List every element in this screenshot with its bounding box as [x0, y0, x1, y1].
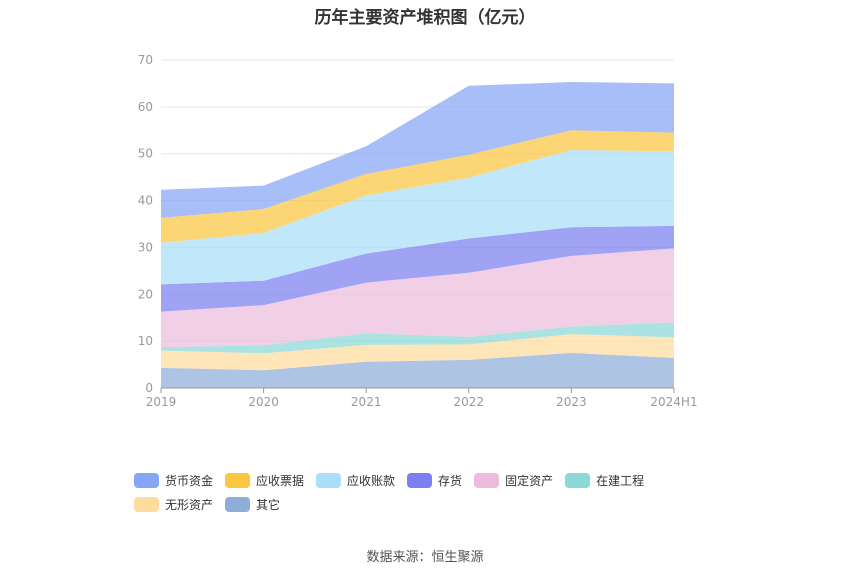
legend-item[interactable]: 存货: [407, 472, 462, 488]
x-tick-label: 2019: [146, 395, 177, 409]
legend-swatch: [134, 496, 159, 512]
y-tick-label: 60: [138, 100, 153, 114]
y-tick-label: 40: [138, 194, 153, 208]
chart-legend: 货币资金 应收票据 应收账款 存货 固定资产 在建工程无形资产 其它: [134, 472, 734, 512]
legend-swatch: [474, 472, 500, 488]
legend-swatch: [225, 496, 251, 512]
legend-label: 在建工程: [596, 473, 645, 488]
legend-label: 其它: [256, 497, 281, 512]
y-tick-label: 30: [138, 240, 153, 254]
legend-label: 应收账款: [347, 473, 396, 488]
legend-label: 应收票据: [256, 473, 305, 488]
axes: 0 10 20 30 40 50 60 70 2019 2020 2021 2022 2023 2024H…: [138, 53, 698, 409]
legend-item[interactable]: 货币资金: [134, 472, 213, 488]
legend-label: 货币资金: [165, 473, 214, 488]
legend-swatch: [407, 472, 433, 488]
legend-swatch: [565, 472, 591, 488]
legend-item[interactable]: 应收账款: [316, 472, 395, 488]
area-2: [161, 322, 674, 354]
legend-item[interactable]: 其它: [225, 496, 280, 512]
x-tick-label: 2023: [556, 395, 587, 409]
y-tick-label: 10: [138, 334, 153, 348]
area-6: [161, 130, 674, 243]
x-tick-label: 2020: [248, 395, 279, 409]
legend-label: 无形资产: [165, 497, 214, 512]
y-tick-label: 70: [138, 53, 153, 67]
legend-item[interactable]: 应收票据: [225, 472, 304, 488]
y-tick-label: 50: [138, 147, 153, 161]
area-7: [161, 82, 674, 218]
area-5: [161, 150, 674, 285]
legend-item[interactable]: 在建工程: [565, 472, 644, 488]
legend-swatch: [134, 472, 159, 488]
x-tick-label: 2024H1: [650, 395, 697, 409]
legend-swatch: [316, 472, 342, 488]
y-tick-label: 20: [138, 287, 153, 301]
y-tick-label: 0: [145, 381, 153, 395]
area-4: [161, 225, 674, 312]
legend-label: 固定资产: [505, 473, 554, 488]
legend-item[interactable]: 固定资产: [474, 472, 553, 488]
x-tick-label: 2021: [351, 395, 382, 409]
stacked-area-chart: 0 10 20 30 40 50 60 70 2019 2020 2021 2022 2023 2024H…: [138, 53, 698, 409]
area-1: [161, 334, 674, 371]
x-tick-label: 2022: [454, 395, 485, 409]
area-0: [161, 352, 674, 388]
legend-label: 存货: [438, 473, 463, 488]
legend-swatch: [225, 472, 251, 488]
area-series: [161, 82, 674, 388]
area-3: [161, 248, 674, 348]
legend-item[interactable]: 无形资产: [134, 496, 213, 512]
data-source-note: 数据来源：恒生聚源: [366, 550, 484, 565]
chart-title: 历年主要资产堆积图（亿元）: [314, 8, 536, 28]
